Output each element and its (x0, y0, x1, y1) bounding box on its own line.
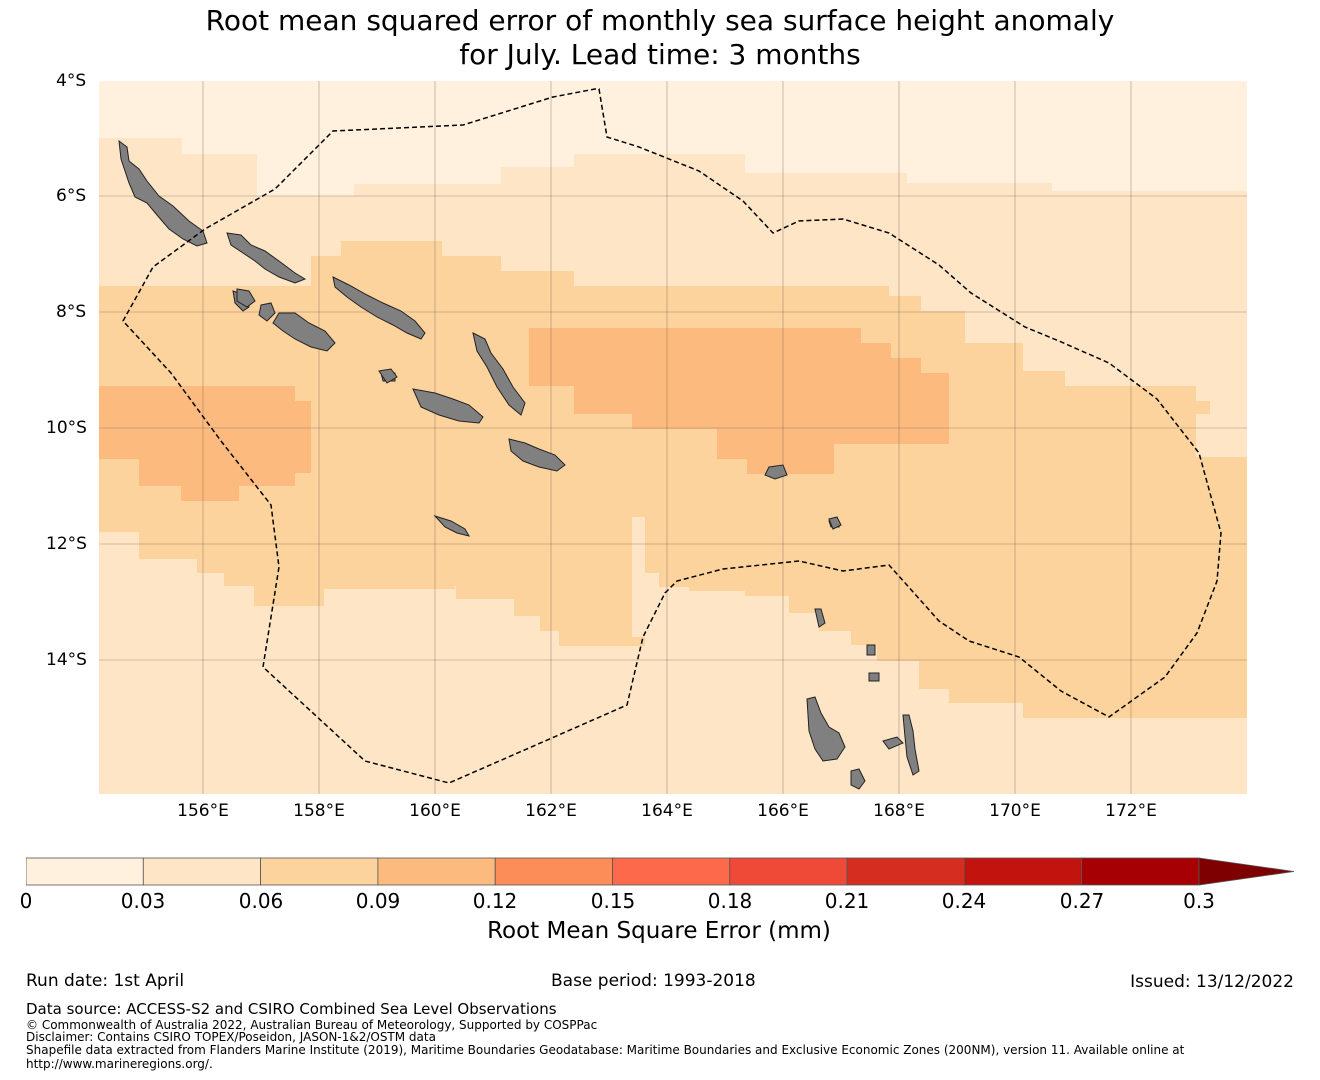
rennell (433, 514, 471, 537)
lon-label-162e: 162°E (525, 801, 577, 821)
marineregions-url: http://www.marineregions.org/. (26, 1057, 213, 1071)
field-lowest-band (99, 81, 1247, 196)
gaua (866, 644, 876, 656)
colorbar-tick-7: 0.21 (824, 889, 870, 913)
lon-label-166e: 166°E (757, 801, 809, 821)
run-date: Run date: 1st April (26, 971, 185, 991)
land-masses (118, 139, 920, 790)
bougainville (118, 139, 208, 247)
colorbar-tick-5: 0.15 (590, 889, 636, 913)
lon-label-170e: 170°E (989, 801, 1041, 821)
malekula (850, 768, 866, 790)
disclaimer-line: Disclaimer: Contains CSIRO TOPEX/Poseido… (26, 1030, 436, 1044)
title-line-2: for July. Lead time: 3 months (459, 38, 861, 71)
field-notch (632, 517, 645, 575)
colorbar-tick-10: 0.3 (1183, 889, 1215, 913)
graticule (99, 81, 1247, 794)
lat-label-10s: 10°S (46, 418, 87, 438)
colorbar-segment (612, 857, 731, 886)
colorbar-tick-6: 0.18 (707, 889, 753, 913)
copyright-line: © Commonwealth of Australia 2022, Austra… (26, 1018, 598, 1032)
base-period: Base period: 1993-2018 (551, 971, 756, 991)
santa-isabel (332, 276, 426, 340)
espiritu-santo (806, 696, 846, 762)
sea-level-error-map (99, 81, 1247, 794)
utupua (828, 516, 842, 530)
colorbar-tick-2: 0.06 (238, 889, 284, 913)
colorbar-segment (377, 857, 496, 886)
shapefile-credit: Shapefile data extracted from Flanders M… (26, 1043, 1185, 1057)
lon-label-156e: 156°E (177, 801, 229, 821)
field-south-band (99, 741, 1247, 794)
guadalcanal (412, 388, 484, 424)
field-mid-north (311, 241, 574, 286)
colorbar-segment (729, 857, 848, 886)
santa-cruz (764, 464, 788, 480)
colorbar-tick-8: 0.24 (941, 889, 987, 913)
ambae (882, 736, 904, 750)
lon-label-172e: 172°E (1105, 801, 1157, 821)
lon-label-160e: 160°E (409, 801, 461, 821)
malaita (472, 332, 526, 416)
issued-date: Issued: 13/12/2022 (1130, 972, 1294, 992)
field-high-central (529, 328, 949, 474)
colorbar-segment (26, 857, 144, 886)
data-source: Data source: ACCESS-S2 and CSIRO Combine… (26, 1000, 557, 1018)
colorbar-tick-9: 0.27 (1059, 889, 1105, 913)
choiseul (226, 232, 307, 284)
colorbar-segment (846, 857, 965, 886)
colorbar-tick-0: 0 (19, 889, 33, 913)
colorbar (26, 857, 1295, 886)
lat-label-6s: 6°S (56, 186, 87, 206)
eez-boundary (122, 88, 1222, 784)
colorbar-tick-4: 0.12 (472, 889, 518, 913)
new-georgia (272, 312, 336, 352)
lat-label-12s: 12°S (46, 534, 87, 554)
vanua-lava (868, 672, 880, 682)
colorbar-segment (260, 857, 379, 886)
field-high-west (99, 386, 311, 501)
lat-label-4s: 4°S (56, 71, 87, 91)
lon-label-168e: 168°E (873, 801, 925, 821)
colorbar-segment (142, 857, 262, 886)
colorbar-segment (964, 857, 1083, 886)
lat-label-8s: 8°S (56, 302, 87, 322)
maewo-pentecost (902, 714, 920, 776)
makira (508, 438, 566, 472)
lat-label-14s: 14°S (46, 650, 87, 670)
colorbar-tick-1: 0.03 (120, 889, 166, 913)
colorbar-extend-arrow (1198, 857, 1295, 886)
title-line-1: Root mean squared error of monthly sea s… (205, 4, 1115, 37)
colorbar-segment (494, 857, 613, 886)
colorbar-segment (1081, 857, 1200, 886)
russell (378, 368, 398, 384)
lon-label-164e: 164°E (641, 801, 693, 821)
lon-label-158e: 158°E (293, 801, 345, 821)
colorbar-tick-3: 0.09 (355, 889, 401, 913)
kolombangara (258, 302, 276, 322)
torres (814, 608, 826, 628)
shortland (236, 288, 256, 308)
field-mid-band-fill (99, 241, 1247, 718)
colorbar-label: Root Mean Square Error (mm) (487, 918, 831, 944)
